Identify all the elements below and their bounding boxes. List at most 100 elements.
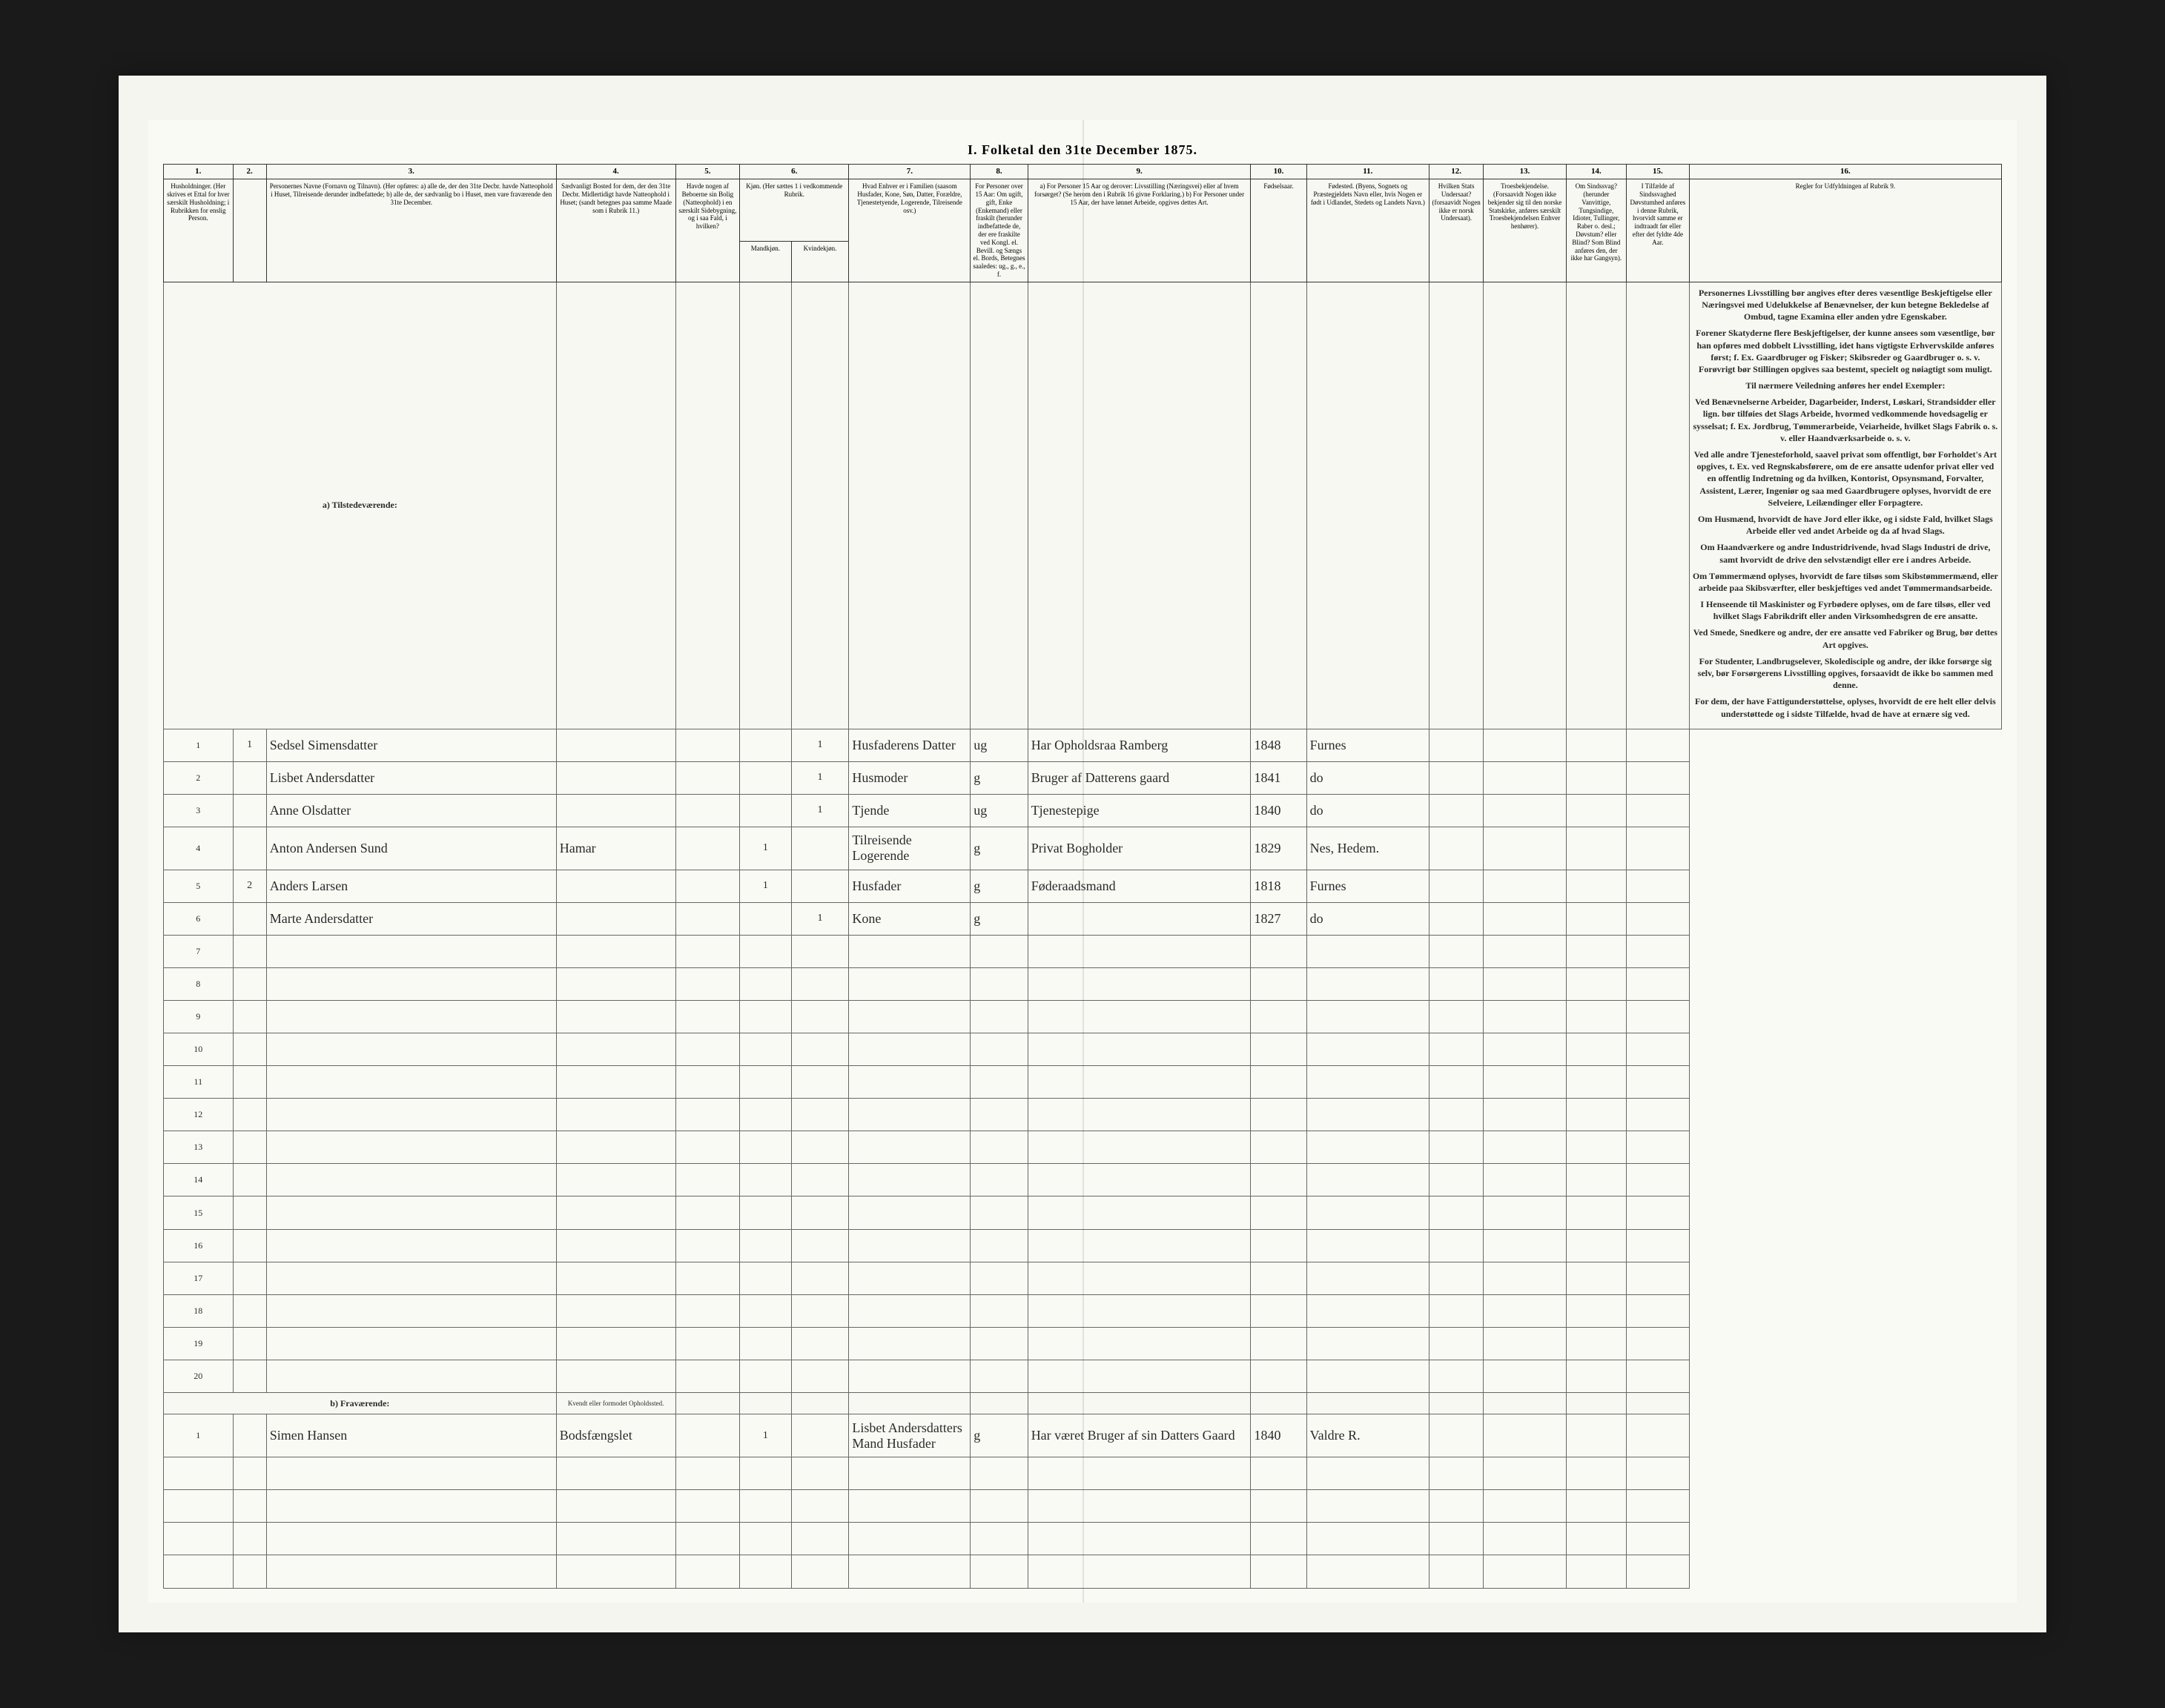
cell <box>675 1066 739 1099</box>
cell <box>556 1490 675 1523</box>
cell: 16 <box>164 1229 234 1262</box>
cell: 1 <box>740 1414 792 1457</box>
cell <box>791 1033 849 1066</box>
table-row: 2Lisbet Andersdatter1HusmodergBruger af … <box>164 761 2002 794</box>
cell <box>1626 1414 1689 1457</box>
cell <box>1306 1164 1429 1196</box>
cell: Husfader <box>849 870 971 902</box>
cell: 12 <box>164 1099 234 1131</box>
cell: 3 <box>164 794 234 827</box>
table-row: 10 <box>164 1033 2002 1066</box>
cell <box>1429 870 1484 902</box>
cell <box>1484 1001 1567 1033</box>
cell <box>791 1490 849 1523</box>
cell <box>1484 794 1567 827</box>
cell: Nes, Hedem. <box>1306 827 1429 870</box>
cell <box>791 1327 849 1360</box>
header-6a: Mandkjøn. <box>740 242 792 282</box>
cell <box>233 1066 266 1099</box>
cell <box>675 967 739 1000</box>
cell <box>1566 1523 1626 1555</box>
cell <box>1626 729 1689 761</box>
cell <box>1484 870 1567 902</box>
cell <box>1484 1099 1567 1131</box>
cell <box>1566 1131 1626 1164</box>
cell <box>1626 1033 1689 1066</box>
cell: 1840 <box>1251 794 1306 827</box>
cell: Valdre R. <box>1306 1414 1429 1457</box>
col-num-1: 1. <box>164 165 234 179</box>
cell <box>233 1457 266 1490</box>
col-num-6: 6. <box>740 165 849 179</box>
cell <box>1306 1131 1429 1164</box>
cell <box>1484 1033 1567 1066</box>
cell <box>791 1099 849 1131</box>
cell: Tjenestepige <box>1028 794 1251 827</box>
cell <box>1429 1262 1484 1294</box>
cell: 1 <box>791 902 849 935</box>
cell <box>1028 1131 1251 1164</box>
header-6b: Kvindekjøn. <box>791 242 849 282</box>
cell <box>266 1262 556 1294</box>
cell: g <box>971 1414 1028 1457</box>
cell <box>971 1555 1028 1588</box>
cell <box>1626 1164 1689 1196</box>
col-num-12: 12. <box>1429 165 1484 179</box>
table-row: 1Simen HansenBodsfængslet1Lisbet Andersd… <box>164 1414 2002 1457</box>
cell <box>971 967 1028 1000</box>
cell <box>740 1555 792 1588</box>
header-4: Sædvanligt Bosted for dem, der den 31te … <box>556 179 675 282</box>
col-num-11: 11. <box>1306 165 1429 179</box>
cell <box>266 1131 556 1164</box>
cell <box>849 967 971 1000</box>
cell <box>1306 1360 1429 1392</box>
cell <box>1251 1229 1306 1262</box>
col-num-10: 10. <box>1251 165 1306 179</box>
cell <box>556 761 675 794</box>
cell <box>1484 1555 1567 1588</box>
cell <box>233 1523 266 1555</box>
table-row: 14 <box>164 1164 2002 1196</box>
cell <box>1626 1490 1689 1523</box>
cell <box>1566 794 1626 827</box>
cell: 1 <box>791 794 849 827</box>
census-table: 1. 2. 3. 4. 5. 6. 7. 8. 9. 10. 11. 12. 1… <box>163 164 2002 1548</box>
cell <box>556 1033 675 1066</box>
cell: 1829 <box>1251 827 1306 870</box>
cell <box>849 935 971 967</box>
cell <box>266 1490 556 1523</box>
section-present-label: a) Tilstedeværende: <box>164 282 557 729</box>
cell <box>849 1131 971 1164</box>
cell <box>1251 1523 1306 1555</box>
cell <box>164 1457 234 1490</box>
cell <box>740 761 792 794</box>
cell <box>233 1099 266 1131</box>
cell <box>266 1066 556 1099</box>
cell <box>740 1099 792 1131</box>
cell <box>1626 1262 1689 1294</box>
table-row: 9 <box>164 1001 2002 1033</box>
cell <box>1306 1229 1429 1262</box>
cell: 1 <box>233 729 266 761</box>
cell: Kone <box>849 902 971 935</box>
cell: g <box>971 761 1028 794</box>
cell <box>266 1457 556 1490</box>
cell <box>1626 1001 1689 1033</box>
cell <box>1429 967 1484 1000</box>
cell: 13 <box>164 1131 234 1164</box>
cell <box>1028 935 1251 967</box>
table-row: 3Anne Olsdatter1TjendeugTjenestepige1840… <box>164 794 2002 827</box>
cell <box>1028 1099 1251 1131</box>
cell <box>1429 1327 1484 1360</box>
cell <box>1028 1523 1251 1555</box>
photo-frame: I. Folketal den 31te December 1875. 1. 2… <box>119 76 2046 1632</box>
cell <box>1429 1294 1484 1327</box>
cell: Bruger af Datterens gaard <box>1028 761 1251 794</box>
cell: 9 <box>164 1001 234 1033</box>
cell <box>556 1327 675 1360</box>
col-num-7: 7. <box>849 165 971 179</box>
cell <box>1626 794 1689 827</box>
cell <box>266 1555 556 1588</box>
cell <box>266 1360 556 1392</box>
cell <box>1626 1360 1689 1392</box>
